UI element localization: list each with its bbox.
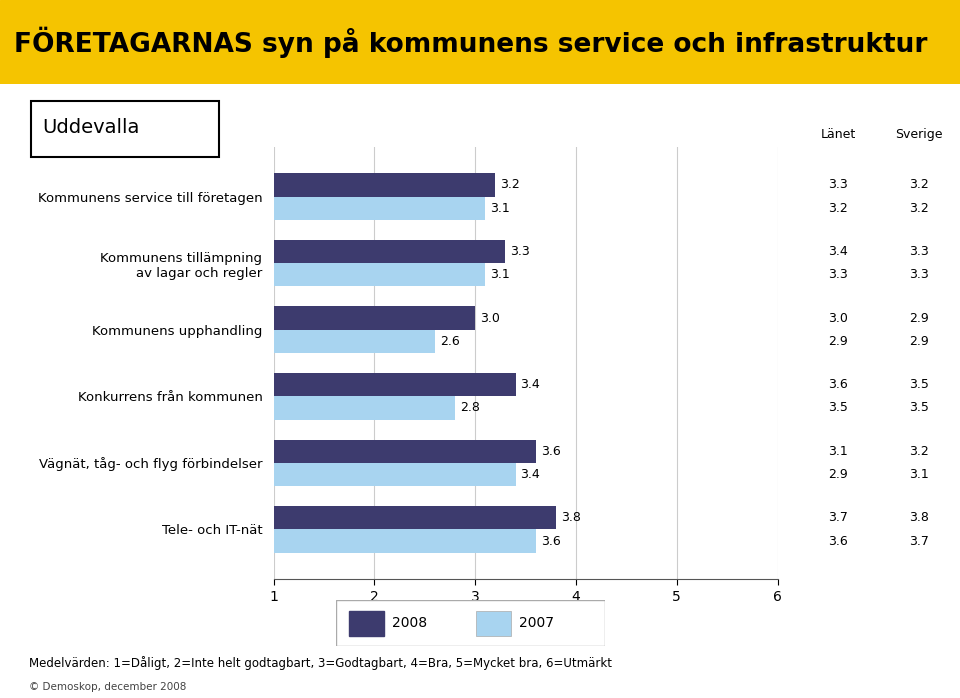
Text: 3.4: 3.4 (828, 245, 848, 258)
Text: 3.2: 3.2 (500, 179, 520, 191)
Text: 3.1: 3.1 (909, 468, 928, 481)
Text: 3.6: 3.6 (828, 535, 848, 547)
Text: 3.3: 3.3 (828, 179, 848, 191)
Text: 2.9: 2.9 (828, 468, 848, 481)
Bar (274, 529, 536, 553)
Bar (274, 197, 485, 220)
Text: 3.5: 3.5 (908, 378, 928, 391)
Text: 3.3: 3.3 (909, 245, 928, 258)
Bar (274, 240, 505, 263)
Text: 3.3: 3.3 (828, 268, 848, 281)
Bar (274, 506, 556, 529)
Text: 2.6: 2.6 (440, 335, 460, 348)
Text: Uddevalla: Uddevalla (42, 119, 139, 138)
Bar (274, 173, 495, 197)
Bar (274, 263, 485, 286)
Text: 2.9: 2.9 (909, 311, 928, 325)
Text: 3.2: 3.2 (909, 179, 928, 191)
Text: 3.4: 3.4 (520, 468, 540, 481)
Text: 3.3: 3.3 (909, 268, 928, 281)
Text: 3.2: 3.2 (909, 202, 928, 215)
Text: FÖRETAGARNAS syn på kommunens service och infrastruktur: FÖRETAGARNAS syn på kommunens service oc… (14, 27, 927, 57)
Text: 3.0: 3.0 (828, 311, 849, 325)
Text: 2.8: 2.8 (460, 401, 480, 415)
Text: 3.0: 3.0 (480, 311, 500, 325)
Text: 3.5: 3.5 (828, 401, 849, 415)
Text: 2.9: 2.9 (828, 335, 848, 348)
Bar (274, 463, 516, 486)
Text: 2007: 2007 (518, 616, 554, 630)
Text: Länet: Länet (821, 128, 856, 141)
Text: 2008: 2008 (393, 616, 427, 630)
Text: 3.6: 3.6 (540, 535, 561, 547)
Text: 3.2: 3.2 (828, 202, 848, 215)
Text: 3.8: 3.8 (561, 511, 581, 524)
Text: Sverige: Sverige (895, 128, 943, 141)
Bar (274, 306, 475, 329)
Text: © Demoskop, december 2008: © Demoskop, december 2008 (29, 683, 186, 692)
Text: 3.8: 3.8 (908, 511, 928, 524)
Text: 3.4: 3.4 (520, 378, 540, 391)
Bar (349, 611, 384, 636)
Bar (476, 611, 511, 636)
Text: 3.3: 3.3 (511, 245, 530, 258)
Text: 3.5: 3.5 (908, 401, 928, 415)
Text: 3.6: 3.6 (828, 378, 848, 391)
Text: 3.6: 3.6 (540, 445, 561, 458)
Text: Medelvärden: 1=Dåligt, 2=Inte helt godtagbart, 3=Godtagbart, 4=Bra, 5=Mycket bra: Medelvärden: 1=Dåligt, 2=Inte helt godta… (29, 656, 612, 670)
FancyBboxPatch shape (31, 101, 219, 158)
Text: 2.9: 2.9 (909, 335, 928, 348)
Text: 3.7: 3.7 (828, 511, 849, 524)
Bar (274, 440, 536, 463)
Text: 3.1: 3.1 (491, 268, 510, 281)
Text: 3.2: 3.2 (909, 445, 928, 458)
Bar (274, 373, 516, 396)
Text: 3.1: 3.1 (491, 202, 510, 215)
Text: 3.7: 3.7 (908, 535, 928, 547)
Bar (274, 329, 435, 353)
Bar (274, 396, 455, 419)
Text: 3.1: 3.1 (828, 445, 848, 458)
